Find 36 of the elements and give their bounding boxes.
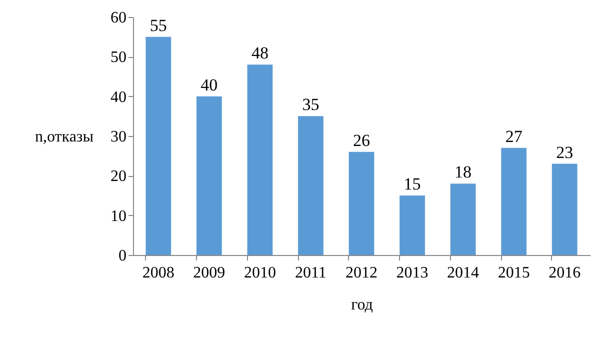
x-tick-label: 2008 bbox=[142, 264, 174, 282]
bar bbox=[501, 148, 527, 255]
x-tick-label: 2010 bbox=[244, 264, 276, 282]
bar bbox=[196, 96, 222, 255]
bar bbox=[400, 196, 425, 255]
y-tick-label: 20 bbox=[110, 168, 126, 186]
x-tick-label: 2009 bbox=[193, 264, 226, 282]
x-tick-label: 2012 bbox=[346, 264, 378, 282]
data-label: 18 bbox=[454, 162, 472, 182]
y-tick-label: 50 bbox=[110, 49, 126, 66]
data-label: 55 bbox=[150, 16, 167, 35]
bar bbox=[146, 36, 172, 255]
x-tick-label: 2013 bbox=[396, 264, 428, 282]
y-tick-label: 40 bbox=[110, 88, 126, 106]
x-tick-label: 2011 bbox=[295, 264, 326, 282]
bar bbox=[450, 184, 476, 255]
x-tick-label: 2014 bbox=[447, 264, 480, 282]
y-tick-label: 30 bbox=[110, 128, 126, 146]
bar bbox=[298, 116, 324, 255]
bar bbox=[247, 64, 273, 255]
data-label: 27 bbox=[505, 126, 523, 146]
y-tick-label: 60 bbox=[110, 10, 126, 26]
x-tick-label: 2015 bbox=[498, 264, 530, 282]
data-label: 40 bbox=[200, 75, 218, 94]
data-label: 23 bbox=[556, 142, 574, 162]
y-tick-label: 0 bbox=[118, 248, 126, 264]
bar bbox=[348, 152, 374, 255]
data-label: 15 bbox=[404, 174, 421, 194]
data-label: 26 bbox=[353, 130, 370, 150]
y-axis-title: n,отказы bbox=[35, 128, 94, 146]
y-tick-label: 10 bbox=[110, 208, 126, 225]
data-label: 48 bbox=[251, 44, 268, 63]
x-axis-title: год bbox=[351, 296, 373, 314]
x-tick-label: 2016 bbox=[548, 264, 581, 282]
bar bbox=[552, 164, 578, 255]
data-label: 35 bbox=[302, 95, 320, 114]
